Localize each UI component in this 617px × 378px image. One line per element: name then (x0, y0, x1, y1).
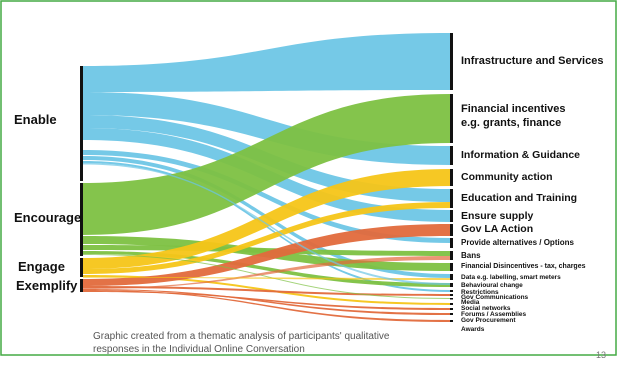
slide-border (0, 0, 617, 356)
target-label-forums: Forums / Assemblies (461, 311, 527, 318)
source-label-engage: Engage (18, 259, 65, 274)
target-label-edu: Education and Training (461, 192, 578, 204)
source-node-enable (80, 66, 83, 181)
target-label-fin: Financial incentives e.g. grants, financ… (461, 103, 566, 129)
flow-engage-to-data (83, 277, 450, 280)
flow-encourage-to-behav (83, 251, 450, 287)
source-label-exemplify: Exemplify (16, 278, 78, 293)
target-label-bans: Bans (461, 251, 481, 260)
target-node-fin (450, 94, 453, 143)
flow-enable-to-behav (83, 163, 450, 285)
flow-engage-to-edu (83, 202, 450, 274)
target-label-govcomm: Gov Communications (461, 294, 529, 301)
source-label-enable: Enable (14, 112, 57, 127)
target-node-social (450, 303, 453, 305)
target-node-proc (450, 313, 453, 315)
flow-exemplify-to-forums (83, 291, 450, 310)
target-label-restr: Restrictions (461, 289, 499, 296)
target-label-disinc: Financial Disincentives - tax, charges (461, 263, 586, 270)
target-node-data (450, 274, 453, 280)
target-label-data: Data e.g. labelling, smart meters (461, 274, 561, 281)
target-node-comm (450, 169, 453, 186)
flow-exemplify-to-awards (83, 290, 450, 322)
target-node-awards (450, 320, 453, 322)
sankey-links (83, 33, 450, 322)
target-node-media (450, 298, 453, 300)
flow-exemplify-to-proc (83, 289, 450, 315)
target-node-restr (450, 290, 453, 292)
target-label-awards: Awards (461, 326, 485, 333)
flow-exemplify-to-bans (83, 256, 450, 289)
target-label-infra: Infrastructure and Services (461, 55, 604, 67)
target-label-media: Media (461, 299, 480, 306)
target-node-forums (450, 308, 453, 310)
sankey-nodes (80, 33, 453, 322)
target-node-supply (450, 210, 453, 222)
target-node-alt (450, 238, 453, 248)
target-label-proc: Gov Procurement (461, 317, 516, 324)
flow-enable-to-infra (83, 33, 450, 92)
source-node-engage (80, 258, 83, 277)
target-label-info: Information & Guidance (461, 149, 581, 161)
target-node-disinc (450, 263, 453, 271)
source-node-encourage (80, 183, 83, 256)
target-node-edu (450, 189, 453, 208)
flow-encourage-to-media (83, 254, 450, 299)
target-node-info (450, 146, 453, 165)
flow-enable-to-alt (83, 150, 450, 243)
flow-encourage-to-fin (83, 94, 450, 235)
target-node-gov (450, 224, 453, 236)
caption: Graphic created from a thematic analysis… (93, 331, 390, 355)
target-node-infra (450, 33, 453, 90)
source-label-encourage: Encourage (14, 210, 82, 225)
target-label-social: Social networks (461, 305, 511, 312)
flow-engage-to-comm (83, 169, 450, 269)
target-label-behav: Behavioural change (461, 282, 523, 289)
target-node-behav (450, 283, 453, 287)
target-label-alt: Provide alternatives / Options (461, 238, 574, 247)
target-label-gov: Gov LA Action (461, 223, 534, 235)
source-node-exemplify (80, 279, 83, 292)
target-node-govcomm (450, 294, 453, 296)
flow-encourage-to-bans (83, 245, 450, 256)
target-node-bans (450, 251, 453, 260)
page-number: 13 (596, 350, 607, 360)
target-label-comm: Community action (461, 171, 553, 183)
target-label-supply: Ensure supply (461, 210, 534, 222)
flow-exemplify-to-gov (83, 224, 450, 286)
